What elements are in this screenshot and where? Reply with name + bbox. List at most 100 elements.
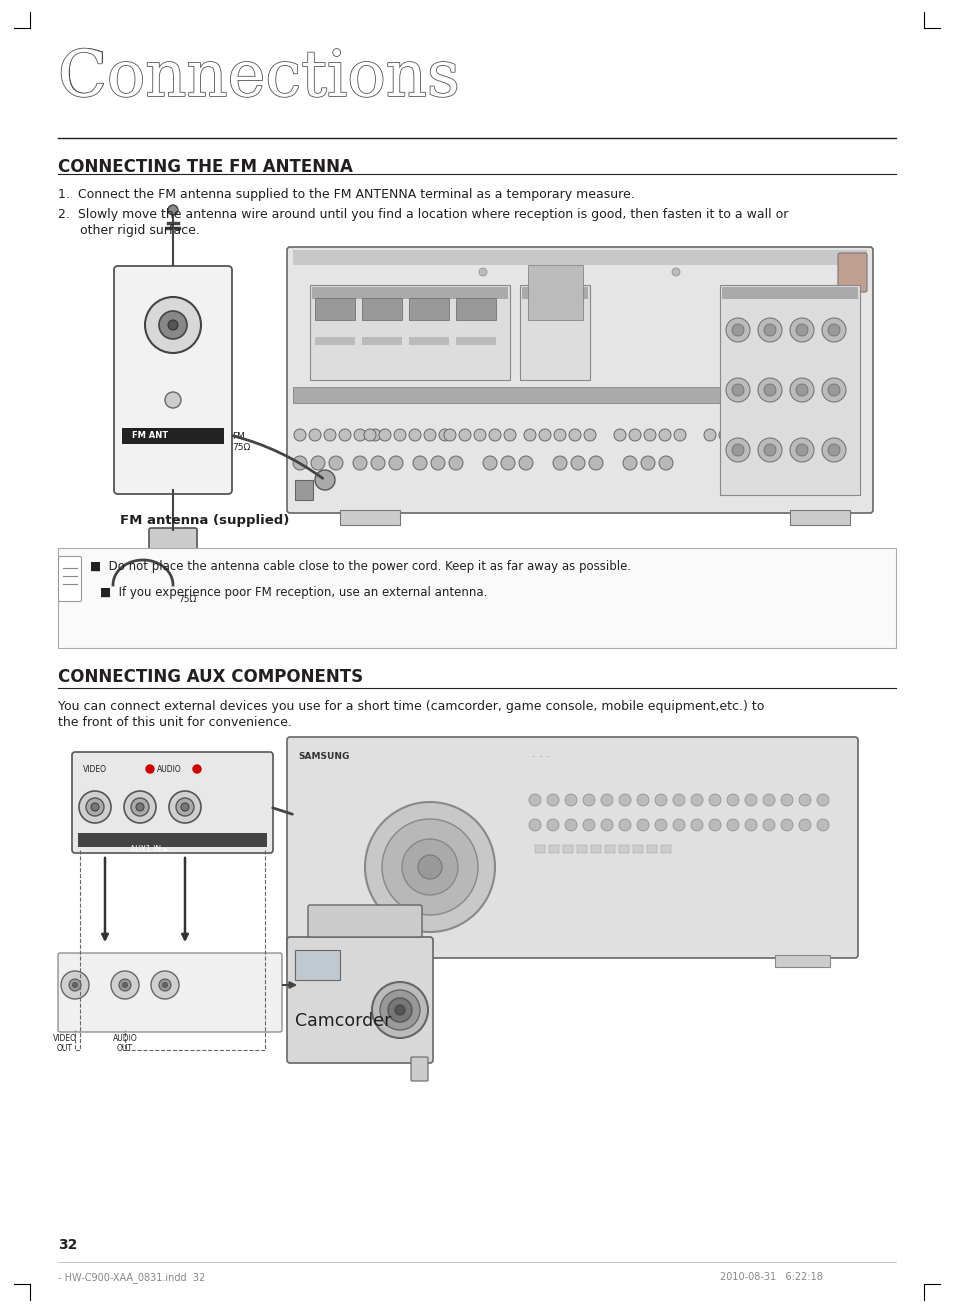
Text: SAMSUNG: SAMSUNG [297, 752, 349, 761]
Circle shape [827, 443, 840, 457]
Circle shape [449, 457, 462, 470]
Bar [409, 337, 449, 345]
Circle shape [546, 794, 558, 806]
Circle shape [799, 819, 810, 830]
Text: other rigid surface.: other rigid surface. [80, 224, 200, 237]
Bar [789, 510, 849, 525]
Circle shape [731, 443, 743, 457]
Circle shape [518, 457, 533, 470]
Circle shape [193, 765, 201, 773]
Circle shape [763, 324, 775, 336]
Circle shape [821, 438, 845, 462]
Bar [456, 337, 496, 345]
Circle shape [61, 971, 89, 998]
FancyBboxPatch shape [837, 253, 866, 293]
Circle shape [379, 991, 419, 1030]
Circle shape [758, 318, 781, 342]
Circle shape [731, 324, 743, 336]
Bar [721, 287, 857, 299]
Text: CONNECTING AUX COMPONENTS: CONNECTING AUX COMPONENTS [58, 668, 363, 686]
Bar [456, 298, 496, 320]
Text: CONNECTING THE FM ANTENNA: CONNECTING THE FM ANTENNA [58, 157, 353, 176]
Text: AUDIO: AUDIO [157, 765, 182, 774]
Circle shape [72, 983, 77, 988]
Circle shape [372, 981, 428, 1038]
Circle shape [719, 429, 730, 441]
Bar [294, 480, 313, 500]
Circle shape [293, 457, 307, 470]
Circle shape [725, 378, 749, 401]
Circle shape [673, 429, 685, 441]
Circle shape [311, 457, 325, 470]
Circle shape [554, 429, 565, 441]
Text: 32: 32 [58, 1239, 77, 1252]
Bar [312, 287, 507, 299]
Text: FM antenna (supplied): FM antenna (supplied) [120, 514, 289, 527]
Circle shape [122, 983, 128, 988]
Circle shape [553, 457, 566, 470]
Circle shape [169, 791, 201, 823]
Circle shape [564, 819, 577, 830]
Circle shape [827, 324, 840, 336]
Text: AUDIO
OUT: AUDIO OUT [112, 1034, 137, 1054]
Circle shape [744, 794, 757, 806]
Bar [527, 265, 582, 320]
Circle shape [309, 429, 320, 441]
Circle shape [529, 819, 540, 830]
Text: AUX1 IN ►: AUX1 IN ► [130, 845, 170, 854]
Text: You can connect external devices you use for a short time (camcorder, game conso: You can connect external devices you use… [58, 701, 763, 712]
Circle shape [763, 429, 775, 441]
Circle shape [795, 384, 807, 396]
Circle shape [799, 794, 810, 806]
Circle shape [726, 819, 739, 830]
Circle shape [79, 791, 111, 823]
Circle shape [588, 457, 602, 470]
Circle shape [672, 794, 684, 806]
Text: 75Ω: 75Ω [178, 596, 196, 604]
Circle shape [151, 971, 179, 998]
Bar [519, 285, 589, 380]
Text: 2010-08-31   6:22:18: 2010-08-31 6:22:18 [720, 1273, 822, 1282]
Circle shape [725, 438, 749, 462]
Circle shape [111, 971, 139, 998]
Bar [58, 548, 895, 648]
Circle shape [690, 794, 702, 806]
Circle shape [431, 457, 444, 470]
Text: - HW-C900-XAA_0831.indd  32: - HW-C900-XAA_0831.indd 32 [58, 1273, 205, 1283]
FancyBboxPatch shape [71, 752, 273, 853]
Circle shape [175, 798, 193, 816]
Circle shape [503, 429, 516, 441]
FancyBboxPatch shape [58, 556, 81, 601]
Circle shape [136, 803, 144, 811]
Bar [314, 337, 355, 345]
Circle shape [672, 819, 684, 830]
Circle shape [821, 378, 845, 401]
Circle shape [413, 457, 427, 470]
Circle shape [458, 429, 471, 441]
Circle shape [789, 438, 813, 462]
Circle shape [758, 438, 781, 462]
FancyBboxPatch shape [287, 737, 857, 958]
Circle shape [388, 998, 412, 1022]
Circle shape [582, 794, 595, 806]
Circle shape [571, 457, 584, 470]
Circle shape [582, 819, 595, 830]
Bar [535, 845, 544, 853]
Circle shape [401, 838, 457, 895]
Circle shape [614, 429, 625, 441]
Circle shape [324, 429, 335, 441]
Circle shape [119, 979, 131, 991]
Text: ■  Do not place the antenna cable close to the power cord. Keep it as far away a: ■ Do not place the antenna cable close t… [90, 560, 631, 573]
Circle shape [821, 318, 845, 342]
Circle shape [762, 794, 774, 806]
Circle shape [124, 791, 156, 823]
Circle shape [690, 819, 702, 830]
Circle shape [538, 429, 551, 441]
Bar [633, 845, 642, 853]
Circle shape [671, 268, 679, 276]
Circle shape [763, 443, 775, 457]
Circle shape [795, 443, 807, 457]
Circle shape [423, 429, 436, 441]
Circle shape [381, 819, 477, 914]
Bar [720, 285, 859, 495]
